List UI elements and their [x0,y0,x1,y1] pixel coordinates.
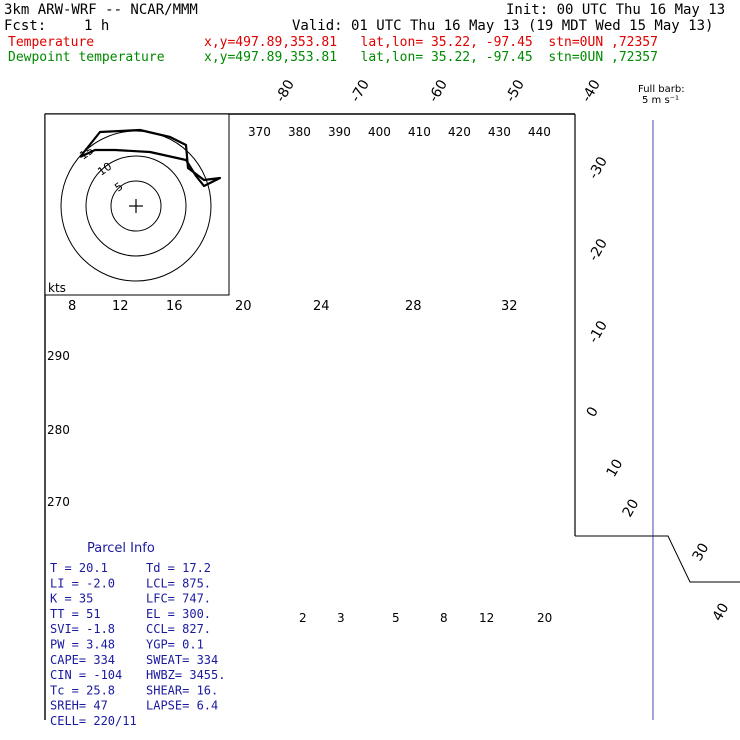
isotherm-label: -50 [503,77,528,105]
dewpoint-legend-info: x,y=497.89,353.81 lat,lon= 35.22, -97.45… [204,50,658,65]
hodograph-ring [85,155,187,257]
parcel-info-value: HWBZ= 3455. [146,668,225,682]
theta-label: 380 [288,125,311,139]
theta-label: 420 [448,125,471,139]
isotherm-label: -80 [273,77,298,105]
hodograph-units: kts [48,281,66,295]
temperature-legend-info: x,y=497.89,353.81 lat,lon= 35.22, -97.45… [204,35,658,50]
theta-label: 290 [47,349,70,363]
isotherm-label: 20 [620,497,643,520]
wetbulb-label: 24 [313,299,330,314]
isotherm-label: 30 [690,541,713,564]
parcel-info-value: LFC= 747. [146,592,211,606]
parcel-info-value: YGP= 0.1 [146,638,204,652]
model-title: 3km ARW-WRF -- NCAR/MMM [4,2,198,18]
parcel-info-value: EL = 300. [146,607,211,621]
hodograph-frame [44,113,230,296]
wetbulb-label: 28 [405,299,422,314]
barb-legend-title: Full barb: [638,84,685,95]
parcel-info-value: LCL= 875. [146,576,211,590]
parcel-info-value: K = 35 [50,592,93,606]
isotherm-line [0,0,1,13]
wind-barbs [652,120,654,720]
barb-legend-units: 5 m s⁻¹ [642,95,679,106]
init-time: Init: 00 UTC Thu 16 May 13 [506,2,726,18]
isotherm-label: -70 [348,77,373,105]
theta-label: 390 [328,125,351,139]
theta-label: 370 [248,125,271,139]
parcel-info-value: Tc = 25.8 [50,683,115,697]
isotherm-label: -10 [586,318,611,346]
parcel-info-value: Td = 17.2 [146,561,211,575]
isotherm-label: 40 [710,601,733,624]
isotherm-label: -40 [579,77,604,105]
mixing-ratio-label: 12 [479,611,494,625]
parcel-info-value: LAPSE= 6.4 [146,699,218,713]
parcel-info-value: CIN = -104 [50,668,122,682]
theta-label: 440 [528,125,551,139]
theta-label: 270 [47,495,70,509]
theta-label: 280 [47,423,70,437]
axis-labels: 1002003004005006007008009001000-80-70-60… [47,77,733,625]
mixing-ratio-label: 8 [440,611,448,625]
wetbulb-label: 16 [166,299,183,314]
parcel-info-box: Parcel Info T = 20.1 Td = 17.2 LI = -2.0 LCL… [46,537,246,728]
dewpoint-legend-label: Dewpoint temperature [8,50,165,65]
parcel-info-value: TT = 51 [50,607,101,621]
wetbulb-label: 12 [112,299,129,314]
parcel-info-value: SVI= -1.8 [50,622,115,636]
wetbulb-label: 8 [68,299,76,314]
mixing-ratio-label: 20 [537,611,552,625]
parcel-info-value: SHEAR= 16. [146,683,218,697]
isotherm-label: -30 [586,154,611,182]
wetbulb-label: 20 [235,299,252,314]
forecast-hour: 1 h [84,18,110,34]
mixing-ratio-label: 2 [299,611,307,625]
temperature-legend-label: Temperature [8,35,95,50]
parcel-info-value: LI = -2.0 [50,576,115,590]
parcel-info-value: SWEAT= 334 [146,653,218,667]
parcel-info-value: SREH= 47 [50,699,108,713]
isotherm-label: 10 [604,457,627,480]
right-axis-lower [575,535,740,583]
theta-label: 400 [368,125,391,139]
forecast-label: Fcst: [4,18,47,34]
parcel-info-value: CELL= 220/11 [50,714,137,728]
mixing-ratio-label: 3 [337,611,345,625]
isotherm-label: -60 [426,77,451,105]
parcel-info-title: Parcel Info [87,541,155,556]
theta-label: 410 [408,125,431,139]
mixing-ratio-label: 5 [392,611,400,625]
parcel-info-value: CCL= 827. [146,622,211,636]
parcel-info-value: PW = 3.48 [50,638,115,652]
hodograph-ring [110,180,162,232]
parcel-info-background [46,537,246,719]
isotherm-label: -20 [586,236,611,264]
parcel-info-value: T = 20.1 [50,561,108,575]
isotherm-label: 0 [584,404,602,420]
valid-time: Valid: 01 UTC Thu 16 May 13 (19 MDT Wed … [292,18,714,34]
wetbulb-label: 32 [501,299,518,314]
hodograph-trace [79,128,222,188]
parcel-info-value: CAPE= 334 [50,653,115,667]
theta-label: 430 [488,125,511,139]
